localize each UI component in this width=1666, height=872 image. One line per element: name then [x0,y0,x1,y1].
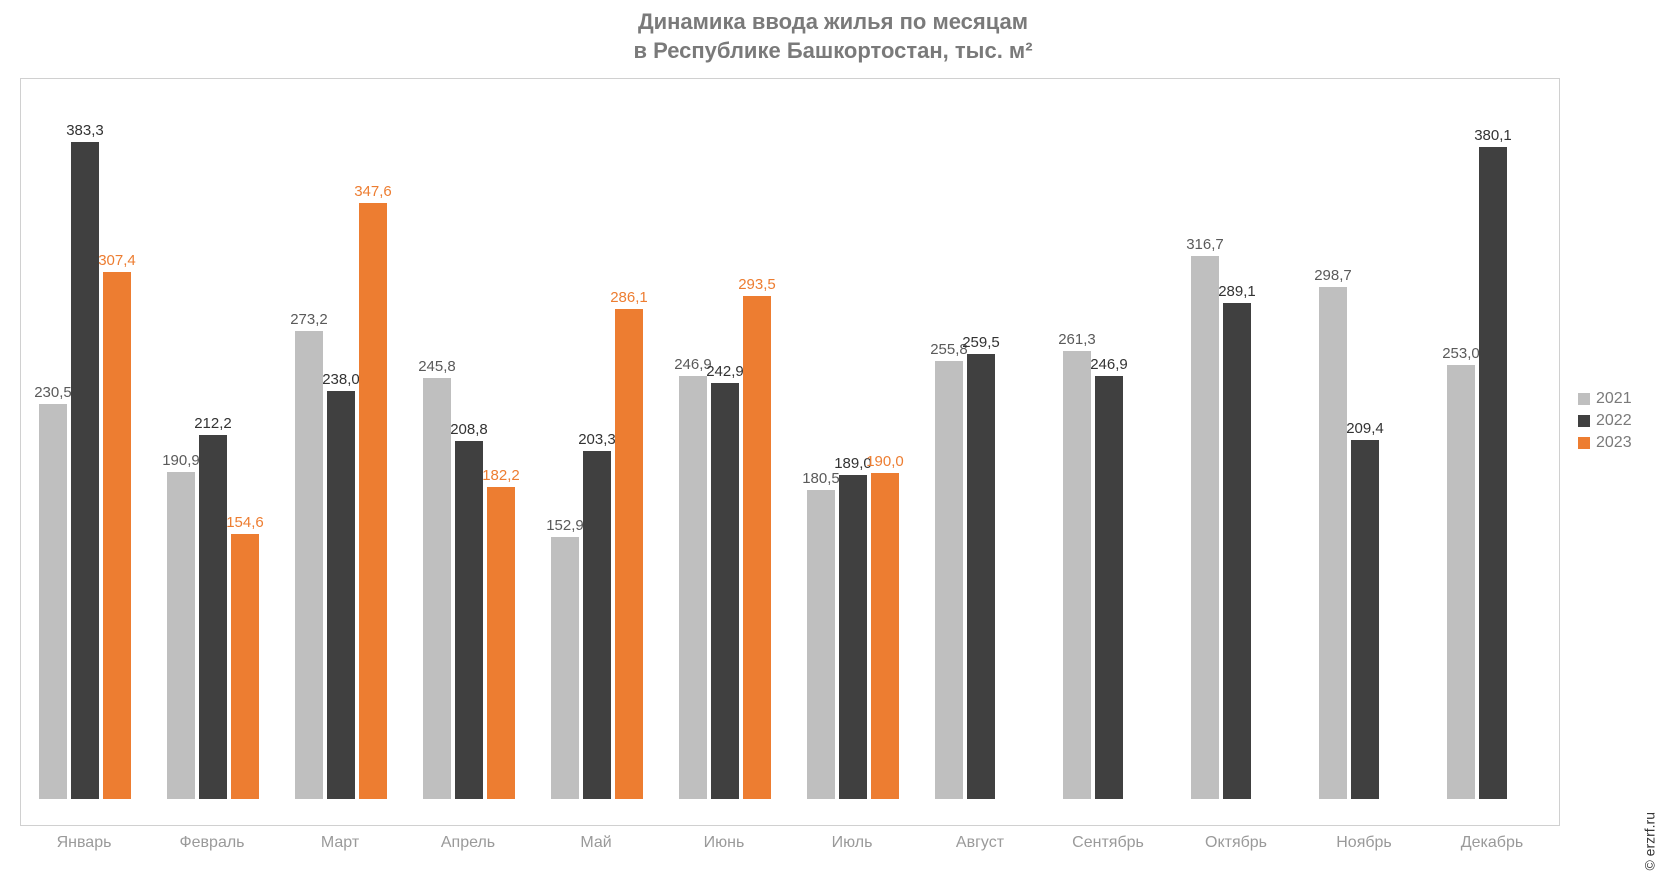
bar [551,537,579,799]
bar [327,391,355,799]
bar [1319,287,1347,799]
chart-title-line2: в Республике Башкортостан, тыс. м² [0,37,1666,66]
legend-label: 2021 [1596,390,1632,408]
bar [487,487,515,799]
bar-value-label: 209,4 [1330,420,1400,437]
chart-title-line1: Динамика ввода жилья по месяцам [0,8,1666,37]
bar [1351,440,1379,799]
x-axis-label: Май [580,834,611,852]
bar [103,272,131,799]
bar [679,376,707,799]
bar [39,404,67,799]
x-axis-label: Сентябрь [1072,834,1144,852]
x-axis: Январь Февраль Март Апрель Май Июнь Июль Август… [20,828,1560,858]
x-axis-label: Декабрь [1461,834,1523,852]
bar-value-label: 208,8 [434,421,504,438]
bar [1095,376,1123,799]
bar-value-label: 307,4 [82,252,152,269]
bar-value-label: 380,1 [1458,127,1528,144]
bar-value-label: 286,1 [594,289,664,306]
bar-value-label: 289,1 [1202,283,1272,300]
legend-swatch [1578,393,1590,405]
bar [1447,365,1475,799]
bar [807,490,835,799]
bar-value-label: 273,2 [274,311,344,328]
bar-value-label: 212,2 [178,415,248,432]
bar-value-label: 293,5 [722,276,792,293]
legend-label: 2023 [1596,434,1632,452]
bar [967,354,995,799]
bar [231,534,259,799]
bar-value-label: 246,9 [1074,356,1144,373]
bar [359,203,387,799]
x-axis-label: Март [321,834,359,852]
bar [455,441,483,799]
chart-title: Динамика ввода жилья по месяцам в Респуб… [0,0,1666,65]
bar [295,331,323,799]
legend-swatch [1578,415,1590,427]
bar-value-label: 154,6 [210,514,280,531]
bar [423,378,451,799]
bar [167,472,195,799]
bar [743,296,771,799]
legend-item: 2023 [1578,434,1632,452]
watermark: © erzrf.ru [1642,812,1658,871]
bar-value-label: 245,8 [402,358,472,375]
bar [935,361,963,800]
bar [71,142,99,799]
chart-container: 230,5383,3307,4190,9212,2154,6273,2238,0… [20,78,1560,826]
bar-value-label: 298,7 [1298,267,1368,284]
bar [583,451,611,800]
legend-item: 2021 [1578,390,1632,408]
legend-swatch [1578,437,1590,449]
bar-value-label: 347,6 [338,183,408,200]
x-axis-label: Июнь [704,834,745,852]
bar-value-label: 261,3 [1042,331,1112,348]
x-axis-label: Январь [57,834,112,852]
x-axis-label: Август [956,834,1004,852]
legend: 2021 2022 2023 [1578,390,1632,456]
bar [1479,147,1507,799]
bar [839,475,867,799]
bar [871,473,899,799]
bar-value-label: 182,2 [466,467,536,484]
legend-item: 2022 [1578,412,1632,430]
x-axis-label: Июль [832,834,873,852]
x-axis-label: Февраль [179,834,244,852]
x-axis-label: Ноябрь [1336,834,1392,852]
bar-value-label: 316,7 [1170,236,1240,253]
bar-value-label: 259,5 [946,334,1016,351]
bar [711,383,739,799]
x-axis-label: Апрель [441,834,495,852]
x-axis-label: Октябрь [1205,834,1267,852]
bar-value-label: 383,3 [50,122,120,139]
plot-area: 230,5383,3307,4190,9212,2154,6273,2238,0… [21,79,1559,799]
bar [615,309,643,799]
legend-label: 2022 [1596,412,1632,430]
bar [199,435,227,799]
bar [1063,351,1091,799]
bar [1223,303,1251,799]
bar-value-label: 190,0 [850,453,920,470]
bar [1191,256,1219,799]
